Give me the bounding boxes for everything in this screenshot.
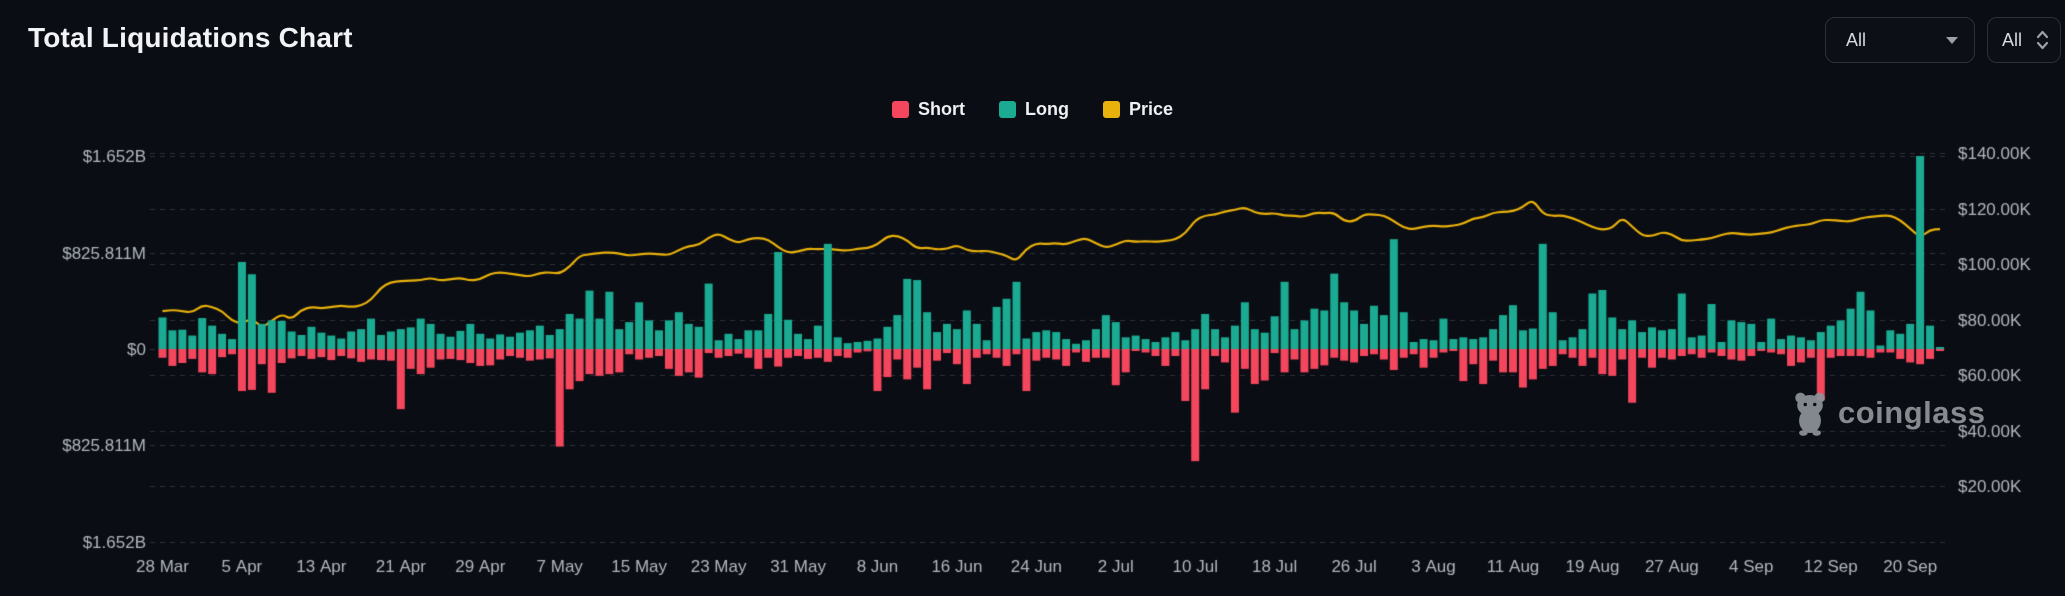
exchange-filter-value: All <box>2002 29 2023 50</box>
exchange-filter-dropdown[interactable]: All <box>1987 17 2061 63</box>
pair-filter-value: All <box>1846 29 1867 50</box>
chevron-down-icon <box>1946 36 1958 44</box>
legend-label-short: Short <box>917 99 965 119</box>
legend-label-price: Price <box>1128 99 1174 119</box>
chart-legend: Short Long Price <box>0 99 2065 120</box>
price-swatch-icon <box>1102 101 1120 118</box>
chart-filters: All All <box>1825 17 2061 63</box>
pair-filter-dropdown[interactable]: All <box>1825 17 1975 63</box>
long-swatch-icon <box>998 101 1016 118</box>
chevron-up-down-icon <box>2035 29 2050 51</box>
legend-item-short[interactable]: Short <box>891 99 965 120</box>
legend-item-price[interactable]: Price <box>1102 99 1174 120</box>
short-swatch-icon <box>891 101 909 118</box>
legend-item-long[interactable]: Long <box>998 99 1069 120</box>
legend-label-long: Long <box>1024 99 1069 119</box>
page-title: Total Liquidations Chart <box>28 22 353 53</box>
